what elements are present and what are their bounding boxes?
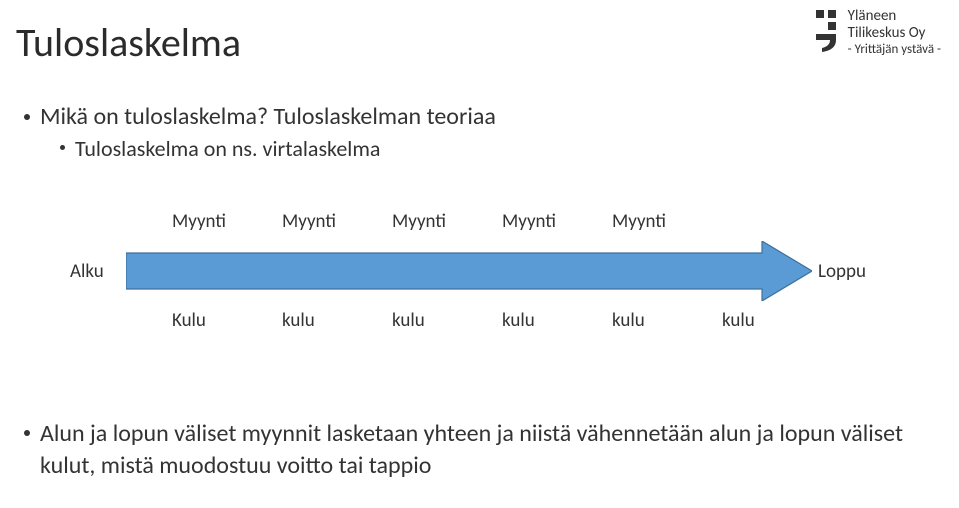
top-label: Myynti [392,210,462,233]
bullet-dot [24,430,30,436]
brand-logo: Yläneen Tilikeskus Oy - Yrittäjän ystävä… [808,8,941,57]
bullet-subtext: Tuloslaskelma on ns. virtalaskelma [75,135,380,162]
top-label: Myynti [502,210,572,233]
bottom-label: Kulu [172,309,242,332]
diagram-top-labels: Myynti Myynti Myynti Myynti Myynti [172,210,890,233]
bullet-text: Alun ja lopun väliset myynnit lasketaan … [40,418,924,483]
diagram-start-label: Alku [70,260,120,283]
page-title: Tuloslaskelma [16,18,241,67]
diagram-arrow [126,241,812,301]
bullet-text: Mikä on tuloslaskelma? Tuloslaskelman te… [40,102,496,131]
logo-line1: Yläneen [848,8,941,25]
bottom-label: kulu [282,309,352,332]
top-label: Myynti [172,210,242,233]
bottom-label: kulu [392,309,462,332]
flow-diagram: Myynti Myynti Myynti Myynti Myynti Alku … [70,210,890,332]
comma-icon [808,8,840,52]
bottom-label: kulu [612,309,682,332]
top-label: Myynti [282,210,352,233]
top-label: Myynti [612,210,682,233]
bottom-label: kulu [502,309,572,332]
bullet-dot [60,145,65,150]
logo-line3: - Yrittäjän ystävä - [848,43,941,58]
bullet-list-bottom: Alun ja lopun väliset myynnit lasketaan … [24,418,924,483]
diagram-end-label: Loppu [818,260,866,283]
bullet-list-top: Mikä on tuloslaskelma? Tuloslaskelman te… [24,102,496,162]
diagram-bottom-labels: Kulu kulu kulu kulu kulu kulu [172,309,890,332]
bullet-dot [24,114,30,120]
logo-line2: Tilikeskus Oy [848,25,941,42]
bottom-label: kulu [722,309,792,332]
